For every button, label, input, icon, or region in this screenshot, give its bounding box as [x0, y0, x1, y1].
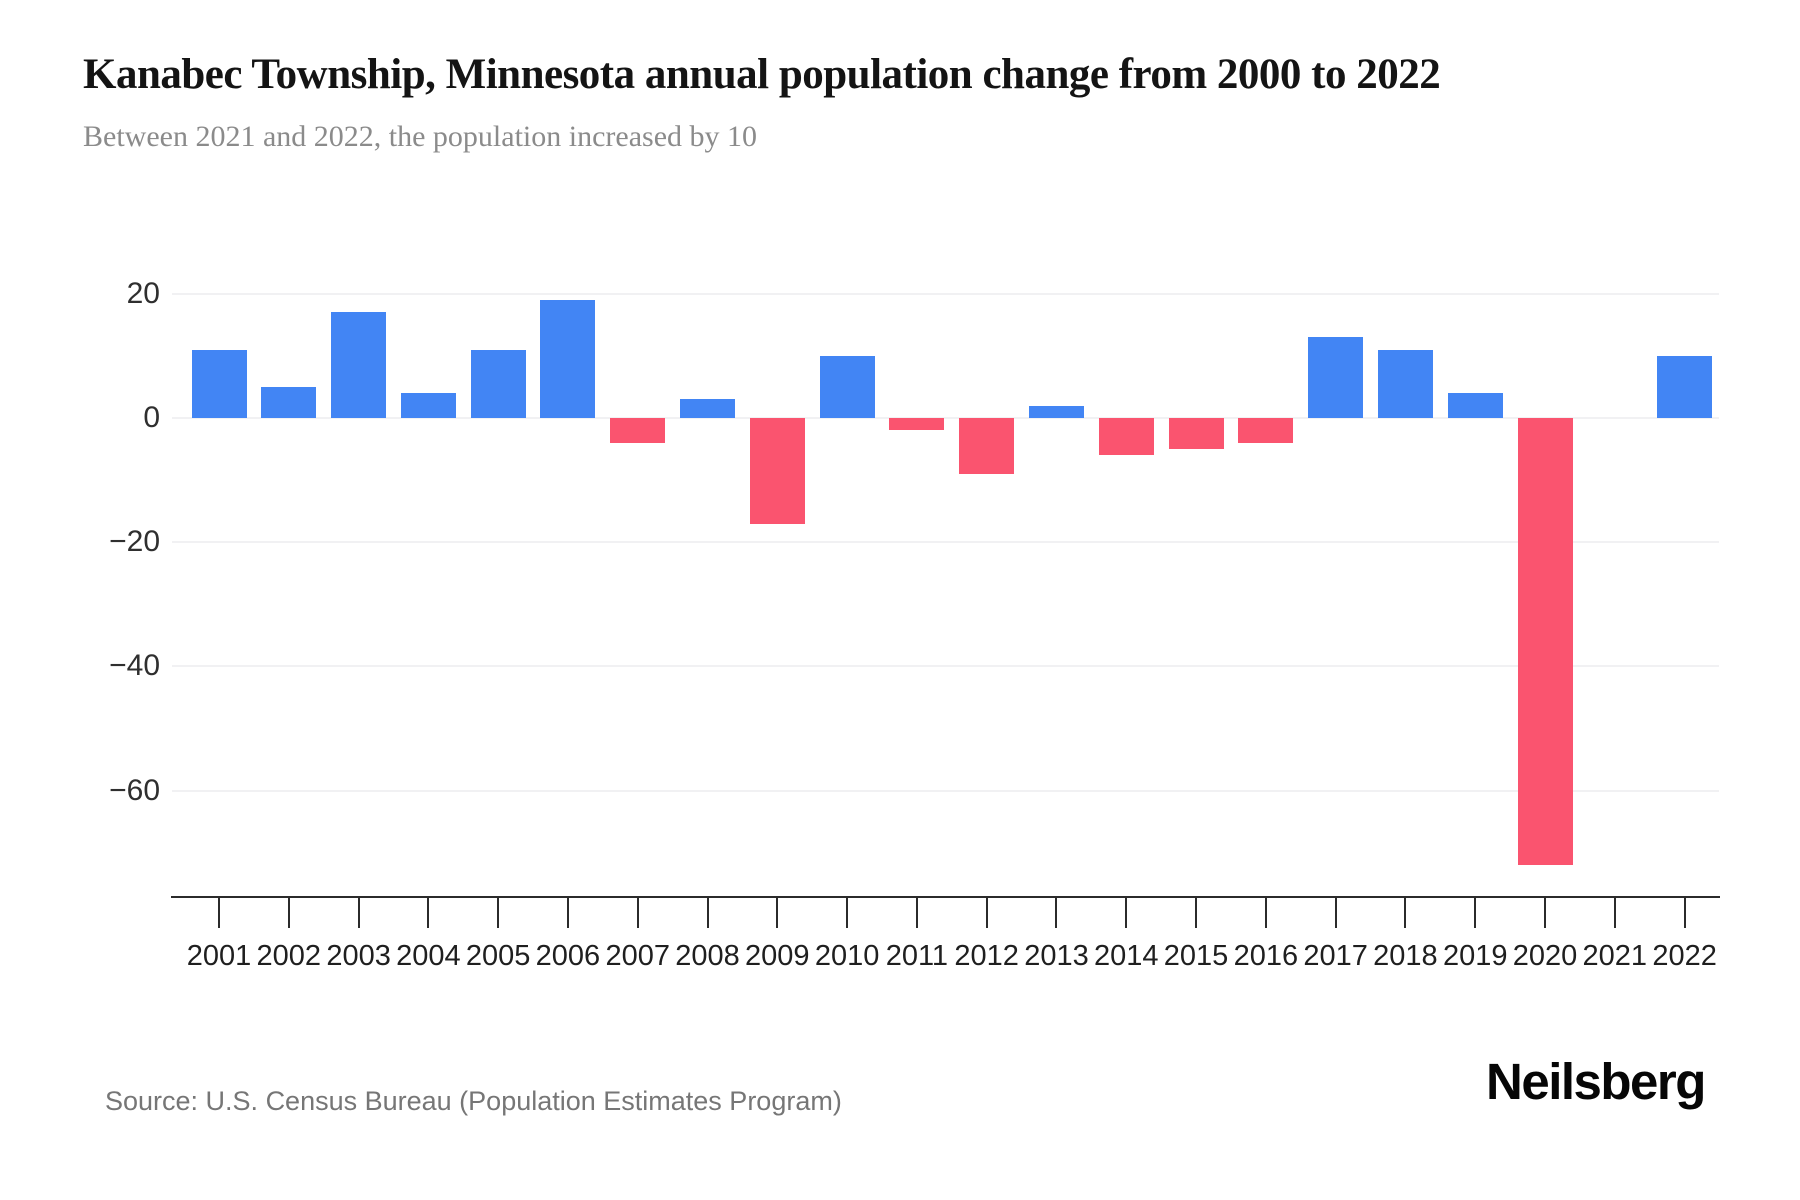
x-axis-label-2006: 2006 [535, 940, 601, 972]
x-axis-tick [706, 898, 709, 928]
x-axis-label-2005: 2005 [465, 940, 531, 972]
x-axis-tick [1613, 898, 1616, 928]
x-axis-label-2004: 2004 [396, 940, 461, 972]
bar-2015 [1168, 418, 1224, 450]
x-axis-label-2013: 2013 [1024, 940, 1089, 972]
x-axis-label-2009: 2009 [745, 940, 810, 972]
x-axis-tick [566, 898, 569, 928]
x-axis-tick [1544, 898, 1546, 928]
x-axis-tick [1264, 898, 1267, 928]
bar-2016 [1238, 418, 1294, 443]
y-axis-tick-label: 20 [126, 276, 160, 310]
y-axis-tick-label: −20 [109, 525, 160, 559]
gridline--40 [172, 665, 1719, 668]
bar-2008 [680, 399, 736, 418]
gridline-0 [172, 417, 1719, 419]
x-axis-label-2011: 2011 [885, 940, 949, 972]
x-axis-tick [1683, 898, 1686, 928]
x-axis-tick [218, 898, 220, 928]
bar-2022 [1657, 355, 1713, 418]
x-axis-label-2012: 2012 [954, 940, 1019, 972]
chart-title: Kanabec Township, Minnesota annual popul… [83, 51, 1441, 98]
bar-2020 [1517, 418, 1573, 866]
x-axis-label-2001: 2001 [186, 940, 252, 972]
x-axis-tick [985, 898, 988, 928]
gridline-20 [172, 292, 1719, 295]
bar-2010 [819, 355, 875, 418]
x-axis-tick [776, 898, 779, 928]
x-axis-tick [1334, 898, 1337, 928]
plot-area: 20 0 −20 −40 −60 2001 2002 2003 2004 2005 2006 2007… [109, 276, 1720, 972]
x-axis-label-2021: 2021 [1582, 940, 1648, 972]
x-axis-tick [846, 898, 849, 928]
x-axis-tick [1195, 898, 1198, 928]
bar-2011 [889, 418, 945, 431]
x-axis-label-2015: 2015 [1163, 940, 1229, 972]
bar-2001 [191, 349, 247, 418]
x-axis-label-2002: 2002 [256, 940, 322, 972]
bar-2014 [1098, 418, 1154, 456]
bar-2012 [959, 418, 1015, 474]
gridline--60 [172, 789, 1719, 792]
x-axis-label-2022: 2022 [1652, 940, 1717, 972]
y-axis-tick-label: −40 [109, 649, 160, 683]
x-axis-tick [287, 898, 290, 928]
x-axis-tick [497, 898, 500, 928]
x-axis-label-2003: 2003 [326, 940, 391, 972]
bar-2019 [1447, 393, 1503, 418]
x-axis-tick [1125, 898, 1128, 928]
x-axis-label-2017: 2017 [1303, 940, 1368, 972]
bar-2004 [400, 393, 456, 418]
x-axis-label-2010: 2010 [814, 940, 880, 972]
x-axis-tick [427, 898, 430, 928]
bar-2007 [610, 418, 666, 443]
chart-subtitle: Between 2021 and 2022, the population in… [83, 120, 758, 153]
x-axis-label-2018: 2018 [1373, 940, 1438, 972]
bar-2017 [1308, 337, 1364, 418]
x-axis-tick [1474, 898, 1477, 928]
x-axis-tick [357, 898, 360, 928]
bar-2013 [1028, 405, 1084, 418]
x-axis-line [171, 896, 1720, 898]
x-axis-label-2020: 2020 [1512, 940, 1578, 972]
x-axis-label-2008: 2008 [675, 940, 740, 972]
neilsberg-logo: Neilsberg [1486, 1053, 1706, 1110]
x-axis-tick [1404, 898, 1407, 928]
bar-2002 [261, 386, 317, 418]
bar-2018 [1377, 349, 1433, 418]
bar-2005 [470, 349, 526, 418]
bar-2006 [540, 300, 596, 418]
x-axis-label-2016: 2016 [1233, 940, 1299, 972]
x-axis-label-2019: 2019 [1442, 940, 1508, 972]
x-axis-tick [1055, 898, 1058, 928]
x-axis-label-2007: 2007 [605, 940, 670, 972]
y-axis-tick-label: 0 [143, 401, 160, 434]
source-note: Source: U.S. Census Bureau (Population E… [105, 1086, 842, 1116]
x-axis-tick [636, 898, 639, 928]
x-axis-label-2014: 2014 [1094, 940, 1159, 972]
x-axis-tick [915, 898, 918, 928]
y-axis-tick-label: −60 [109, 773, 160, 807]
bar-2003 [331, 312, 387, 418]
bar-2009 [749, 418, 805, 524]
gridline--20 [172, 541, 1719, 544]
